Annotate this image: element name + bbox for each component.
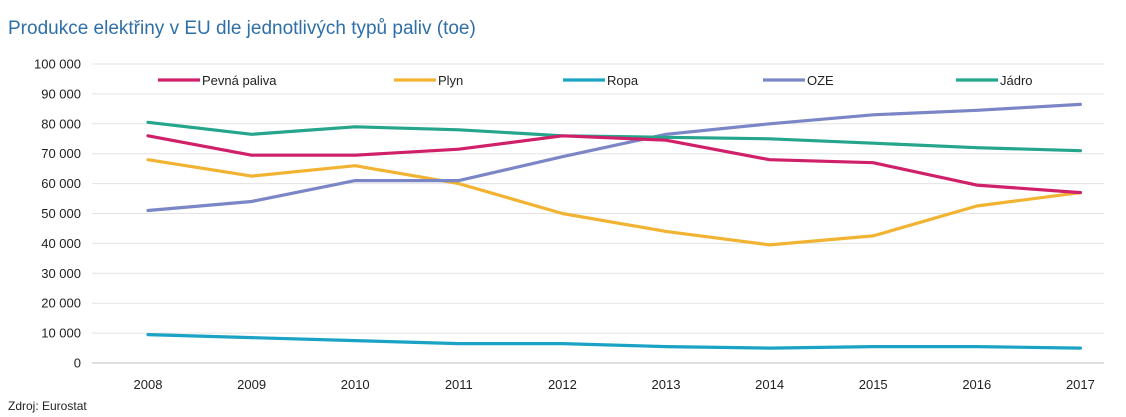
x-tick-label: 2014 (755, 377, 784, 392)
series-lines (146, 102, 1083, 350)
x-tick-label: 2017 (1066, 377, 1095, 392)
y-axis-ticks: 0 10 000 20 000 30 000 40 000 50 000 60 000 70 … (34, 57, 81, 371)
y-tick-label: 40 000 (41, 236, 81, 251)
x-tick-label: 2013 (652, 377, 681, 392)
legend-label: Plyn (438, 73, 463, 88)
x-tick-label: 2009 (237, 377, 266, 392)
y-tick-label: 100 000 (34, 57, 81, 72)
legend-label: Jádro (1000, 73, 1033, 88)
y-tick-label: 20 000 (41, 296, 81, 311)
y-tick-label: 80 000 (41, 116, 81, 131)
x-tick-label: 2011 (445, 377, 473, 392)
x-tick-label: 2012 (548, 377, 577, 392)
source-note: Zdroj: Eurostat (8, 399, 87, 413)
grid-lines (92, 63, 1104, 364)
y-tick-label: 50 000 (41, 206, 81, 221)
x-tick-label: 2008 (134, 377, 163, 392)
legend: Pevná paliva Plyn Ropa OZE Jádro (158, 73, 1033, 88)
legend-label: OZE (807, 73, 834, 88)
x-tick-label: 2016 (962, 377, 991, 392)
chart-title: Produkce elektřiny v EU dle jednotlivých… (8, 18, 476, 39)
legend-label: Ropa (607, 73, 639, 88)
y-tick-label: 60 000 (41, 176, 81, 191)
y-tick-label: 30 000 (41, 266, 81, 281)
x-tick-label: 2015 (859, 377, 888, 392)
y-tick-label: 70 000 (41, 146, 81, 161)
series-line (146, 102, 1083, 213)
series-line (146, 134, 1083, 195)
series-line (146, 333, 1083, 350)
legend-label: Pevná paliva (202, 73, 277, 88)
y-tick-label: 90 000 (41, 86, 81, 101)
y-tick-label: 0 (74, 356, 81, 371)
x-tick-label: 2010 (341, 377, 370, 392)
y-tick-label: 10 000 (41, 326, 81, 341)
series-line (146, 158, 1083, 247)
x-axis-ticks: 2008 2009 2010 2011 2012 2013 2014 2015 2016 2017 (134, 377, 1095, 392)
